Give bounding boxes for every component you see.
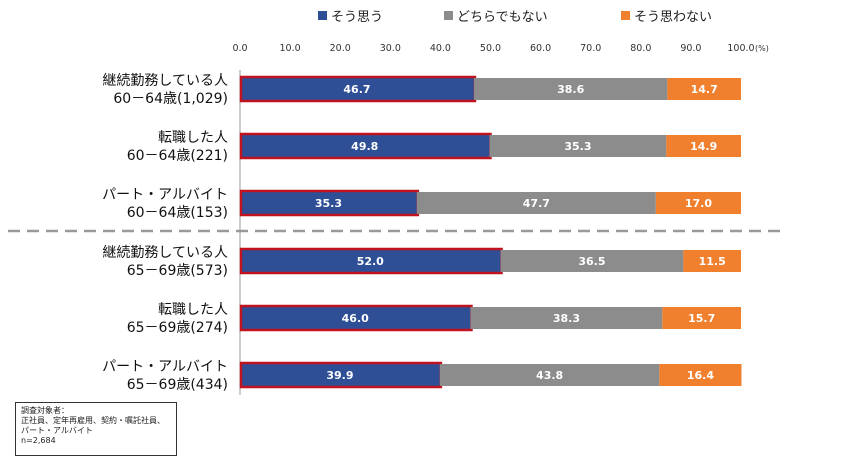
bar-value-label: 38.3	[553, 312, 580, 325]
bar-value-label: 49.8	[351, 140, 378, 153]
legend-label-agree: そう思う	[331, 10, 384, 25]
bar-segment	[655, 192, 741, 214]
category-label-line-2: 60－64歳(153)	[127, 205, 228, 221]
bar-segment	[416, 192, 656, 214]
x-tick-label: 30.0	[380, 43, 401, 54]
legend-label-disagree: そう思わない	[634, 10, 713, 25]
category-label-line-2: 65－69歳(434)	[127, 377, 228, 393]
bar-segment	[489, 135, 667, 157]
bar-segment	[240, 135, 490, 157]
x-tick-label: 90.0	[680, 43, 701, 54]
category-label-line-1: パート・アルバイト	[102, 187, 228, 203]
legend-swatch-agree	[318, 11, 327, 20]
category-label-line-2: 65－69歳(274)	[127, 320, 228, 336]
bar-value-label: 14.7	[691, 83, 718, 96]
category-label-line-1: 転職した人	[158, 302, 228, 318]
bar-value-label: 46.7	[343, 83, 370, 96]
bar-value-label: 11.5	[699, 255, 726, 268]
bar-value-label: 17.0	[685, 197, 712, 210]
legend-swatch-disagree	[621, 11, 630, 20]
category-label-line-2: 65－69歳(573)	[127, 263, 228, 279]
bar-segment	[666, 135, 741, 157]
bar-segment	[473, 78, 668, 100]
note-line-3: n=2,684	[21, 436, 56, 445]
legend-item-disagree: そう思わない	[621, 6, 712, 25]
bar-value-label: 39.9	[326, 369, 353, 382]
bar-segment	[240, 364, 440, 386]
bar-value-label: 46.0	[342, 312, 369, 325]
bar-segment	[470, 307, 663, 329]
bar-value-label: 16.4	[687, 369, 714, 382]
bar-segment	[659, 364, 742, 386]
legend-swatch-neutral	[444, 11, 453, 20]
category-label-line-2: 60－64歳(221)	[127, 148, 228, 164]
bar-segment	[662, 307, 741, 329]
x-tick-label: 40.0	[430, 43, 451, 54]
bar-segment	[240, 250, 501, 272]
x-tick-label: 70.0	[580, 43, 601, 54]
bar-value-label: 35.3	[315, 197, 342, 210]
x-axis-unit: (%)	[755, 44, 769, 53]
bar-segment	[439, 364, 660, 386]
legend-label-neutral: どちらでもない	[457, 10, 548, 25]
bar-value-label: 35.3	[564, 140, 591, 153]
category-label-line-1: 転職した人	[158, 130, 228, 146]
bar-segment	[683, 250, 741, 272]
bar-value-label: 14.9	[690, 140, 717, 153]
bar-value-label: 15.7	[688, 312, 715, 325]
bar-segment	[500, 250, 684, 272]
bar-value-label: 52.0	[357, 255, 384, 268]
x-tick-label: 80.0	[630, 43, 651, 54]
bar-value-label: 43.8	[536, 369, 563, 382]
category-label-line-1: 継続勤務している人	[102, 72, 228, 89]
x-tick-label: 50.0	[480, 43, 501, 54]
legend-item-agree: そう思う	[318, 6, 383, 25]
bar-value-label: 38.6	[557, 83, 584, 96]
bar-segment	[240, 192, 417, 214]
legend-item-neutral: どちらでもない	[444, 6, 548, 25]
bar-segment	[240, 307, 471, 329]
note-line-2: パート・アルバイト	[21, 426, 93, 435]
legend: そう思う どちらでもない そう思わない	[0, 6, 865, 28]
bar-value-label: 36.5	[578, 255, 605, 268]
x-tick-label: 0.0	[232, 43, 247, 54]
x-tick-label: 60.0	[530, 43, 551, 54]
x-tick-label: 20.0	[330, 43, 351, 54]
category-label-line-1: 継続勤務している人	[102, 244, 228, 261]
category-label-line-1: パート・アルバイト	[102, 359, 228, 375]
note-line-1: 正社員、定年再雇用、契約・嘱託社員、	[21, 416, 165, 425]
survey-note: 調査対象者： 正社員、定年再雇用、契約・嘱託社員、 パート・アルバイト n=2,…	[15, 402, 177, 456]
bar-segment	[667, 78, 741, 100]
x-tick-label: 10.0	[280, 43, 301, 54]
note-title: 調査対象者：	[21, 406, 69, 415]
x-tick-label: 100.0	[727, 43, 754, 54]
category-label-line-2: 60－64歳(1,029)	[113, 91, 228, 107]
bar-value-label: 47.7	[523, 197, 550, 210]
bar-segment	[240, 78, 474, 100]
